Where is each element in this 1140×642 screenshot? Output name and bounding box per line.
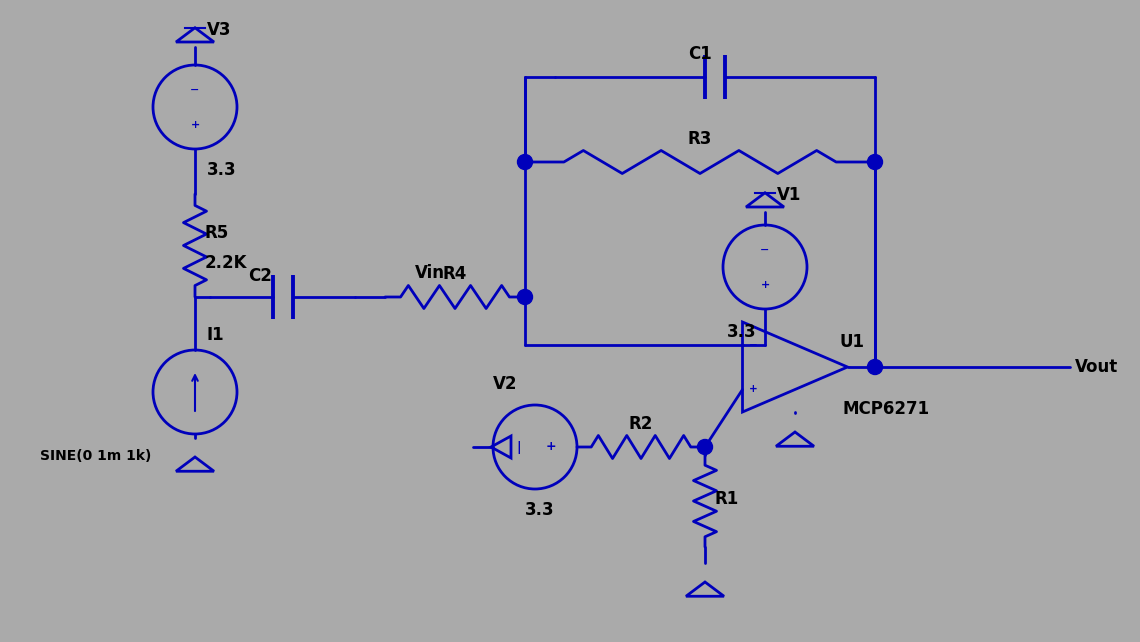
Text: U1: U1 <box>839 333 864 351</box>
Circle shape <box>518 155 532 169</box>
Text: V2: V2 <box>492 375 518 393</box>
Circle shape <box>868 360 882 374</box>
Text: +: + <box>190 119 200 130</box>
Circle shape <box>868 155 882 169</box>
Text: −: − <box>190 84 200 94</box>
Text: R3: R3 <box>687 130 712 148</box>
Text: 3.3: 3.3 <box>207 161 237 179</box>
Text: +: + <box>749 385 757 394</box>
Circle shape <box>518 290 532 304</box>
Text: C2: C2 <box>249 267 272 285</box>
Text: 2.2K: 2.2K <box>205 254 247 272</box>
Text: R1: R1 <box>715 490 739 508</box>
Text: Vout: Vout <box>1075 358 1118 376</box>
Text: V1: V1 <box>777 186 801 204</box>
Text: MCP6271: MCP6271 <box>842 400 929 418</box>
Text: +: + <box>760 280 770 290</box>
Text: −: − <box>749 340 757 349</box>
Text: I1: I1 <box>207 326 225 344</box>
Text: Vin: Vin <box>415 264 445 282</box>
Circle shape <box>698 440 712 455</box>
Text: R4: R4 <box>442 265 467 283</box>
Text: −: − <box>760 245 770 254</box>
Text: |: | <box>516 440 521 453</box>
Text: R5: R5 <box>205 225 229 243</box>
Text: 3.3: 3.3 <box>727 323 757 341</box>
Text: R2: R2 <box>629 415 653 433</box>
Text: C1: C1 <box>689 45 711 63</box>
Text: SINE(0 1m 1k): SINE(0 1m 1k) <box>40 449 152 463</box>
Text: V3: V3 <box>207 21 231 39</box>
Text: +: + <box>546 440 556 453</box>
Text: 3.3: 3.3 <box>526 501 555 519</box>
